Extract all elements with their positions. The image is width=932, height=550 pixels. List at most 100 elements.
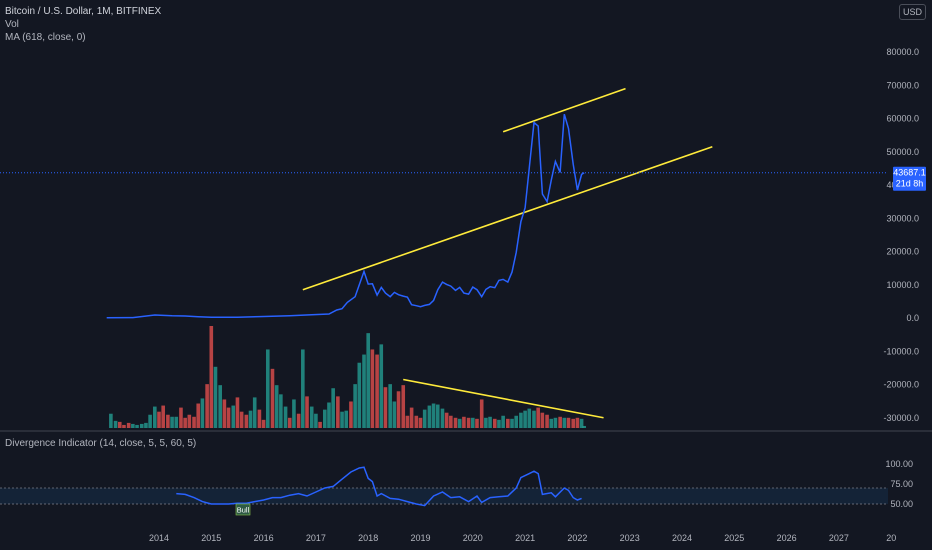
indicator-legend: Divergence Indicator (14, close, 5, 5, 6… xyxy=(5,437,196,450)
volume-bar xyxy=(401,385,406,428)
time-tick-label: 2022 xyxy=(567,533,587,543)
volume-bar xyxy=(532,410,536,428)
volume-bar xyxy=(235,397,240,428)
volume-bar xyxy=(366,333,370,428)
volume-bar xyxy=(540,412,545,428)
main-legend: Bitcoin / U.S. Dollar, 1M, BITFINEX Vol … xyxy=(5,5,161,44)
volume-bar xyxy=(122,424,126,428)
volume-bar xyxy=(257,409,262,428)
volume-bar xyxy=(183,417,187,428)
volume-bar xyxy=(170,416,174,428)
volume-bar xyxy=(252,397,257,428)
volume-bar xyxy=(148,414,152,428)
volume-bar xyxy=(344,410,349,428)
volume-bar xyxy=(126,422,131,428)
price-tick-label: -20000.0 xyxy=(883,380,919,390)
volume-bar xyxy=(340,411,344,428)
volume-bar xyxy=(558,416,562,428)
volume-bar xyxy=(357,362,362,428)
volume-bar xyxy=(283,406,288,428)
lower-channel-trendline[interactable] xyxy=(302,146,713,291)
volume-bar xyxy=(519,412,523,428)
symbol-title[interactable]: Bitcoin / U.S. Dollar, 1M, BITFINEX xyxy=(5,6,162,17)
volume-bar xyxy=(179,407,183,428)
volume-bar xyxy=(462,416,466,428)
volume-bar xyxy=(349,401,353,428)
price-tick-label: 80000.0 xyxy=(886,47,919,57)
volume-bar xyxy=(471,417,475,428)
volume-bar xyxy=(274,385,279,428)
volume-bar xyxy=(422,409,427,428)
volume-bar xyxy=(322,409,327,428)
price-tick-label: 0.0 xyxy=(906,313,919,323)
volume-bar xyxy=(383,387,388,428)
currency-label[interactable]: USD xyxy=(898,4,926,20)
volume-bar xyxy=(113,420,118,428)
price-tick-label: 30000.0 xyxy=(886,213,919,223)
indicator-tick-label: 100.00 xyxy=(885,459,913,469)
indicator-tick-label: 75.00 xyxy=(890,479,913,489)
volume-bar xyxy=(440,408,445,428)
volume-bar xyxy=(506,418,510,428)
volume-bar xyxy=(231,405,236,428)
volume-bar xyxy=(414,415,419,428)
volume-legend[interactable]: Vol xyxy=(5,19,19,30)
volume-bar xyxy=(270,368,275,428)
volume-divergence-trendline[interactable] xyxy=(403,378,604,419)
volume-bar xyxy=(409,407,414,428)
volume-bar xyxy=(405,415,410,428)
volume-bar xyxy=(479,399,484,428)
volume-bar xyxy=(336,396,340,428)
volume-bar xyxy=(218,385,222,428)
volume-bars xyxy=(109,326,586,428)
volume-bar xyxy=(144,422,148,428)
volume-bar xyxy=(566,417,571,428)
indicator-y-axis: 100.00 75.00 50.00 xyxy=(885,459,913,509)
time-tick-label: 2016 xyxy=(254,533,274,543)
volume-bar xyxy=(488,416,492,428)
indicator-band xyxy=(0,487,888,505)
volume-bar xyxy=(466,417,471,428)
volume-bar xyxy=(418,417,423,428)
volume-bar xyxy=(135,424,139,428)
time-tick-label: 2026 xyxy=(777,533,797,543)
indicator-line xyxy=(176,466,582,507)
volume-bar xyxy=(292,399,296,428)
time-tick-label: 2027 xyxy=(829,533,849,543)
volume-bar xyxy=(187,414,192,428)
volume-bar xyxy=(117,421,122,428)
indicator-title[interactable]: Divergence Indicator (14, close, 5, 5, 6… xyxy=(5,438,197,449)
last-price-value: 43687.1 xyxy=(893,168,926,178)
volume-bar xyxy=(514,415,519,428)
volume-bar xyxy=(222,399,227,428)
volume-bar xyxy=(492,418,497,428)
time-tick-label: 2020 xyxy=(463,533,483,543)
volume-bar xyxy=(261,419,266,428)
price-tick-label: 20000.0 xyxy=(886,247,919,257)
volume-bar xyxy=(139,423,144,428)
volume-bar xyxy=(327,402,331,428)
price-tick-label: 60000.0 xyxy=(886,114,919,124)
volume-bar xyxy=(562,417,567,428)
volume-bar xyxy=(239,411,244,428)
volume-bar xyxy=(582,425,586,428)
volume-bar xyxy=(192,416,196,428)
volume-bar xyxy=(287,417,292,428)
volume-bar xyxy=(379,344,384,428)
volume-bar xyxy=(510,418,514,428)
volume-bar xyxy=(174,416,179,428)
volume-bar xyxy=(435,404,440,428)
volume-bar xyxy=(457,418,462,428)
volume-bar xyxy=(153,406,157,428)
volume-bar xyxy=(427,405,432,428)
bar-countdown: 21d 8h xyxy=(896,179,924,189)
indicator-tick-label: 50.00 xyxy=(890,499,913,509)
volume-bar xyxy=(362,354,366,428)
time-tick-label: 2024 xyxy=(672,533,692,543)
volume-bar xyxy=(213,366,218,428)
volume-bar xyxy=(296,413,301,428)
upper-channel-trendline[interactable] xyxy=(502,87,626,133)
volume-bar xyxy=(301,349,305,428)
ma-legend[interactable]: MA (618, close, 0) xyxy=(5,32,86,43)
